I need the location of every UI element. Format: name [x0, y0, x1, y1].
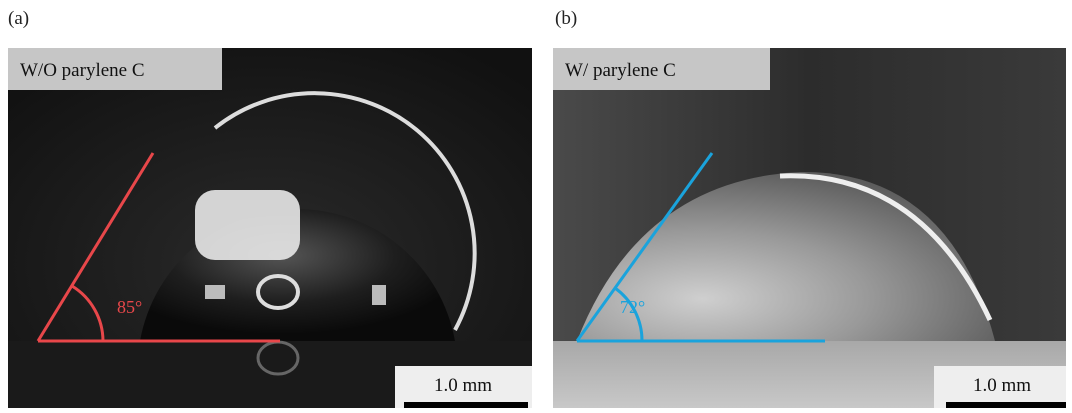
photo	[553, 48, 1066, 408]
angle-label: 85°	[117, 297, 142, 317]
panel-label: (a)	[8, 8, 29, 29]
photo	[8, 48, 532, 408]
angle-label: 72°	[620, 297, 645, 317]
scale-label: 1.0 mm	[973, 375, 1031, 396]
caption: W/O parylene C	[20, 60, 145, 81]
figure: (a) W/O parylene C 85° 1.0 mm (b) W/ par…	[0, 0, 1072, 408]
panel-label: (b)	[555, 8, 577, 29]
scale-bar	[946, 402, 1066, 408]
scale-bar	[404, 402, 528, 408]
page: (a) W/O parylene C 85° 1.0 mm (b) W/ par…	[0, 0, 1072, 408]
scale-label: 1.0 mm	[434, 375, 492, 396]
caption: W/ parylene C	[565, 60, 676, 81]
